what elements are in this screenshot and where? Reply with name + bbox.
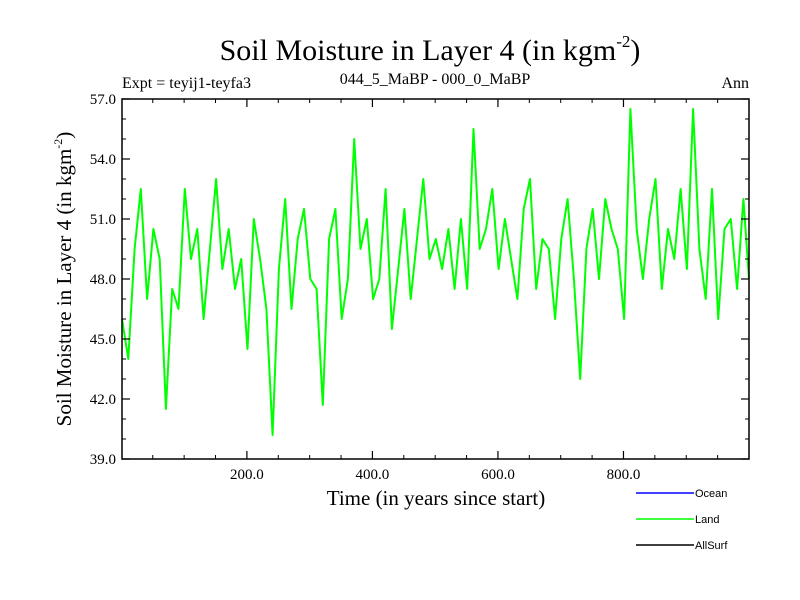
y-tick-label: 57.0 xyxy=(90,92,116,108)
x-axis-label: Time (in years since start) xyxy=(327,486,546,510)
legend-label-allsurf: AllSurf xyxy=(695,540,728,552)
x-axis: 200.0 400.0 600.0 800.0 xyxy=(152,99,719,483)
subtitle-season: Ann xyxy=(721,75,749,92)
y-tick-label: 51.0 xyxy=(90,212,116,228)
x-tick-label: 200.0 xyxy=(230,467,264,483)
y-tick-label: 54.0 xyxy=(90,152,116,168)
x-tick-label: 400.0 xyxy=(356,467,390,483)
y-tick-label: 42.0 xyxy=(90,392,116,408)
legend-label-land: Land xyxy=(695,514,719,526)
subtitle-period: 044_5_MaBP - 000_0_MaBP xyxy=(340,71,531,88)
x-tick-label: 600.0 xyxy=(481,467,515,483)
plot-frame xyxy=(121,98,750,460)
y-axis: 39.0 42.0 45.0 48.0 51.0 54.0 57.0 xyxy=(90,92,749,468)
legend-label-ocean: Ocean xyxy=(695,488,727,500)
chart-title: Soil Moisture in Layer 4 (in kgm-2) xyxy=(220,32,641,67)
y-axis-label: Soil Moisture in Layer 4 (in kgm-2) xyxy=(51,132,76,427)
series-line-land xyxy=(121,108,750,436)
y-tick-label: 48.0 xyxy=(90,272,116,288)
subtitle-experiment: Expt = teyij1-teyfa3 xyxy=(122,75,251,92)
legend: Ocean Land AllSurf xyxy=(636,488,728,552)
x-tick-label: 800.0 xyxy=(607,467,641,483)
y-tick-label: 45.0 xyxy=(90,332,116,348)
y-tick-label: 39.0 xyxy=(90,452,116,468)
